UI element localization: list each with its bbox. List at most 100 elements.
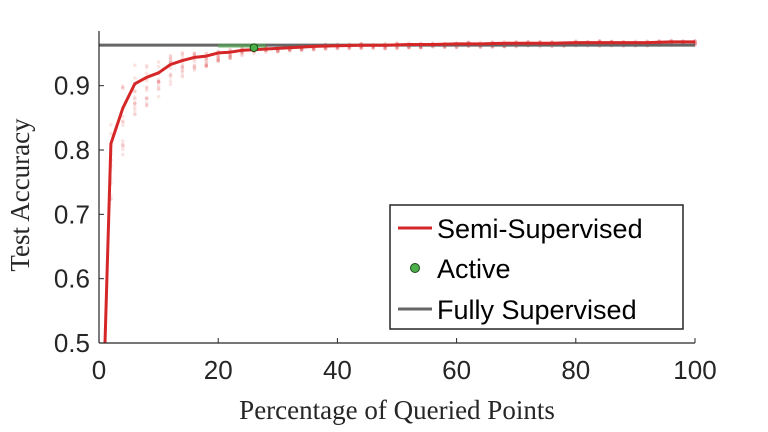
trial-point <box>180 64 185 68</box>
trial-point <box>156 80 161 84</box>
trial-point <box>359 46 364 50</box>
trial-point <box>168 79 173 83</box>
trial-point <box>156 80 161 84</box>
trial-point <box>204 63 209 68</box>
trial-point <box>121 144 125 149</box>
trial-point <box>204 64 209 68</box>
trial-point <box>156 86 161 91</box>
legend-label-fully-supervised: Fully Supervised <box>437 295 637 325</box>
trial-point <box>121 123 125 128</box>
trial-point <box>144 85 149 89</box>
trial-point <box>180 51 185 55</box>
trial-point <box>276 49 280 53</box>
trial-point <box>133 101 137 105</box>
trial-point <box>216 59 220 64</box>
trial-point <box>252 51 256 56</box>
trial-point <box>180 66 185 71</box>
trial-point <box>168 82 173 87</box>
trial-point <box>121 120 125 124</box>
trial-point <box>323 47 328 51</box>
trial-point <box>228 53 232 58</box>
legend-label-active: Active <box>437 254 511 284</box>
trial-point <box>395 46 399 50</box>
trial-point <box>192 66 197 70</box>
trial-point <box>144 65 149 70</box>
trial-point <box>192 68 197 72</box>
trial-point <box>121 143 125 147</box>
legend-swatch-active <box>410 263 420 273</box>
trial-point <box>204 57 209 61</box>
trial-point <box>299 48 304 52</box>
trial-point <box>156 77 161 82</box>
trial-point <box>407 46 411 50</box>
trial-point <box>121 142 125 147</box>
trial-point <box>311 47 316 52</box>
trial-point <box>133 95 137 100</box>
trial-point <box>144 101 149 105</box>
y-tick-label: 0.8 <box>54 135 90 165</box>
trial-point <box>144 103 149 108</box>
trial-point <box>204 57 209 61</box>
trial-point <box>121 85 125 90</box>
trial-point <box>133 76 137 80</box>
trial-point <box>180 75 185 79</box>
x-tick-label: 60 <box>442 355 471 385</box>
trial-point <box>144 97 149 101</box>
trial-point <box>383 46 387 51</box>
trial-point <box>287 48 292 53</box>
trial-point <box>156 84 161 88</box>
trial-point <box>180 70 185 74</box>
trial-point <box>168 72 173 76</box>
trial-point <box>276 49 280 54</box>
trial-point <box>144 71 149 76</box>
x-tick-label: 40 <box>323 355 352 385</box>
trial-point <box>347 46 352 50</box>
trial-point <box>407 45 411 50</box>
trial-point <box>156 94 161 99</box>
trial-point <box>144 103 149 107</box>
trial-point <box>311 48 316 52</box>
trial-point <box>323 47 328 51</box>
trial-point <box>264 50 268 54</box>
legend-box <box>389 204 684 330</box>
trial-point <box>287 49 292 53</box>
trial-point <box>156 79 161 84</box>
semi-supervised-trial-points <box>109 38 697 201</box>
trial-point <box>216 56 220 61</box>
trial-point <box>299 48 304 52</box>
trial-point <box>180 51 185 56</box>
trial-point <box>347 46 352 51</box>
trial-point <box>144 86 149 90</box>
trial-point <box>133 108 137 112</box>
trial-point <box>121 152 125 157</box>
trial-point <box>419 45 423 50</box>
trial-point <box>133 112 137 117</box>
trial-point <box>216 57 220 62</box>
trial-point <box>192 63 197 68</box>
trial-point <box>168 57 173 61</box>
trial-point <box>168 73 173 77</box>
trial-point <box>121 114 125 119</box>
trial-point <box>335 46 340 51</box>
y-tick-label: 0.6 <box>54 264 90 294</box>
trial-point <box>156 64 161 69</box>
legend: Semi-Supervised Active Fully Supervised <box>389 204 684 330</box>
y-axis-label: Test Accuracy <box>5 118 35 272</box>
trial-point <box>287 48 292 53</box>
trial-point <box>192 52 197 57</box>
trial-point <box>133 97 137 101</box>
trial-point <box>204 64 209 68</box>
trial-point <box>371 46 376 50</box>
trial-point <box>133 101 137 105</box>
x-tick-label: 80 <box>561 355 590 385</box>
trial-point <box>204 64 209 69</box>
trial-point <box>144 96 149 100</box>
trial-point <box>204 60 209 65</box>
trial-point <box>180 64 185 69</box>
x-axis-label: Percentage of Queried Points <box>239 395 555 425</box>
trial-point <box>204 62 209 67</box>
trial-point <box>168 59 173 64</box>
trial-point <box>216 58 220 62</box>
trial-point <box>168 66 173 70</box>
